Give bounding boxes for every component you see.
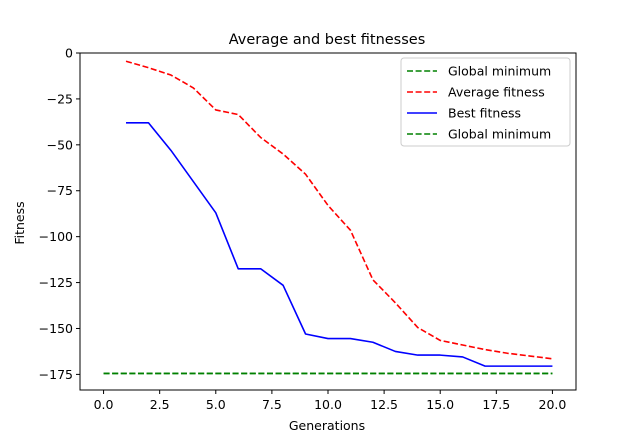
x-tick-label: 20.0 bbox=[539, 397, 567, 412]
legend-label: Best fitness bbox=[448, 106, 521, 121]
y-tick-label: −50 bbox=[47, 137, 73, 152]
legend-box bbox=[400, 57, 571, 147]
legend: Global minimum Average fitness Best fitnes… bbox=[400, 57, 571, 147]
y-tick-label: −25 bbox=[47, 91, 73, 106]
y-tick-label: −175 bbox=[39, 367, 73, 382]
x-tick-label: 5.0 bbox=[206, 397, 226, 412]
legend-label: Average fitness bbox=[448, 85, 545, 100]
x-axis-label: Generations bbox=[289, 418, 365, 433]
series-line-3 bbox=[126, 121, 553, 367]
series-line-2 bbox=[125, 60, 553, 360]
y-axis-label: Fitness bbox=[12, 201, 27, 244]
x-tick-label: 12.5 bbox=[370, 397, 398, 412]
x-tick-label: 7.5 bbox=[262, 397, 282, 412]
legend-label: Global minimum bbox=[448, 127, 551, 142]
y-tick-label: −150 bbox=[39, 321, 73, 336]
y-tick-label: −75 bbox=[47, 183, 73, 198]
x-tick-label: 17.5 bbox=[482, 397, 510, 412]
y-tick-label: 0 bbox=[65, 46, 73, 61]
x-tick-label: 15.0 bbox=[426, 397, 454, 412]
x-tick-label: 2.5 bbox=[150, 397, 170, 412]
y-tick-label: −125 bbox=[39, 275, 73, 290]
y-tick-label: −100 bbox=[39, 229, 73, 244]
x-tick-label: 0.0 bbox=[94, 397, 114, 412]
x-tick-label: 10.0 bbox=[314, 397, 342, 412]
chart-title: Average and best fitnesses bbox=[229, 32, 426, 48]
legend-label: Global minimum bbox=[448, 64, 551, 79]
plot-area: 0.0 2.5 5.0 7.5 10.0 12.5 15.0 17.5 20.0 0 −25 −50 −… bbox=[39, 46, 577, 412]
